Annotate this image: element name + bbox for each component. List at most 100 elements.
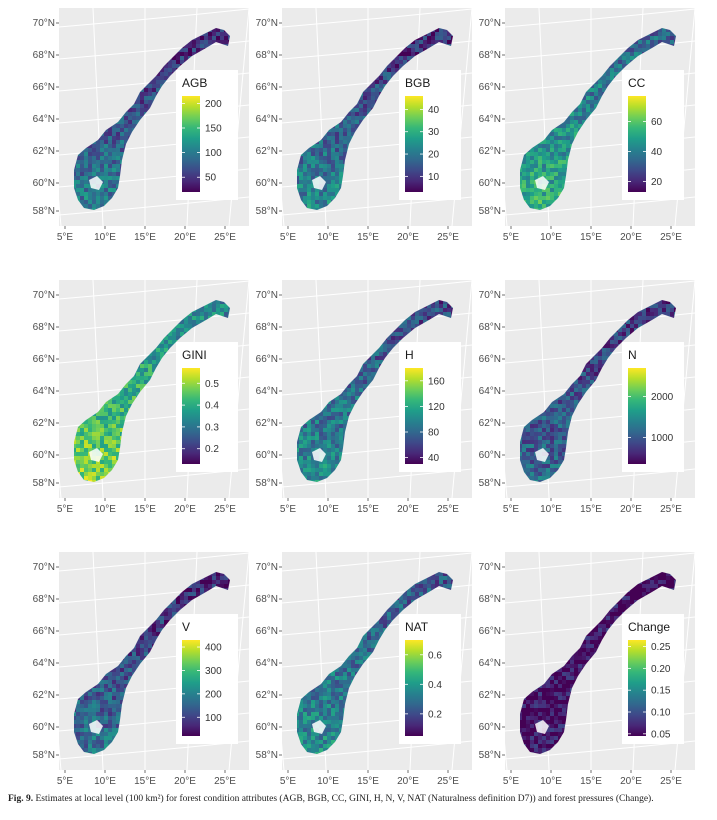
x-tick-label: 25°E <box>437 776 459 787</box>
y-tick-label: 58°N <box>256 750 278 761</box>
x-tick-label: 20°E <box>397 776 419 787</box>
map-panel-change: 70°N 68°N 66°N 64°N 62°N 60°N 58°N 5°E 10°E 15°E 2… <box>479 551 696 787</box>
legend-tick-label: 100 <box>205 713 222 724</box>
y-tick-label: 58°N <box>479 750 501 761</box>
legend-tick-label: 0.15 <box>651 686 671 697</box>
x-tick-label: 10°E <box>94 776 116 787</box>
y-tick-label: 66°N <box>33 354 55 365</box>
legend-colorbar <box>182 96 200 192</box>
y-tick-label: 70°N <box>479 18 501 29</box>
figure-panels: 70°N 68°N 66°N 64°N 62°N 60°N 58°N 5°E 10°E 15°E 2… <box>33 7 696 787</box>
legend-colorbar <box>182 368 200 464</box>
graticule-parallel <box>281 280 473 300</box>
x-tick-label: 5°E <box>280 504 297 515</box>
legend-tick-label: 200 <box>205 689 222 700</box>
x-tick-label: 20°E <box>620 776 642 787</box>
legend-title: CC <box>628 76 646 90</box>
y-tick-label: 66°N <box>479 354 501 365</box>
y-tick-label: 62°N <box>256 418 278 429</box>
x-tick-label: 10°E <box>540 776 562 787</box>
graticule-meridian <box>486 551 508 771</box>
y-tick-label: 70°N <box>33 290 55 301</box>
legend-tick-label: 20 <box>651 177 663 188</box>
legend-tick-label: 0.4 <box>428 680 442 691</box>
x-tick-label: 25°E <box>437 232 459 243</box>
legend-n: N 2000 1000 <box>622 342 684 472</box>
legend-title: Change <box>628 620 670 634</box>
legend-tick-label: 50 <box>205 173 217 184</box>
x-tick-label: 25°E <box>660 504 682 515</box>
legend-title: BGB <box>405 76 430 90</box>
legend-title: H <box>405 348 414 362</box>
x-tick-label: 15°E <box>134 504 156 515</box>
legend-title: NAT <box>405 620 429 634</box>
graticule-meridian <box>486 7 508 227</box>
y-tick-label: 64°N <box>479 386 501 397</box>
y-tick-label: 60°N <box>33 178 55 189</box>
y-tick-label: 70°N <box>33 18 55 29</box>
legend-tick-label: 0.25 <box>651 642 671 653</box>
x-tick-label: 25°E <box>437 504 459 515</box>
y-tick-label: 58°N <box>479 206 501 217</box>
map-panel-bgb: 70°N 68°N 66°N 64°N 62°N 60°N 58°N 5°E 10°E 15°E 2… <box>256 7 473 243</box>
legend-tick-label: 0.6 <box>428 650 442 661</box>
y-tick-label: 68°N <box>256 594 278 605</box>
graticule-meridian <box>486 279 508 499</box>
y-tick-label: 68°N <box>33 322 55 333</box>
x-tick-label: 25°E <box>214 232 236 243</box>
x-tick-label: 15°E <box>134 776 156 787</box>
graticule-parallel <box>281 8 473 28</box>
y-tick-label: 70°N <box>479 290 501 301</box>
legend-change: Change 0.25 0.20 0.15 0.10 0.05 <box>622 614 684 744</box>
graticule-meridian <box>40 7 62 227</box>
legend-tick-label: 20 <box>428 150 440 161</box>
graticule-parallel <box>281 552 473 572</box>
caption-text: Estimates at local level (100 km²) for f… <box>35 794 653 804</box>
y-tick-label: 60°N <box>256 722 278 733</box>
map-panel-gini: 70°N 68°N 66°N 64°N 62°N 60°N 58°N 5°E 10°E 15°E 2… <box>33 279 250 515</box>
legend-tick-label: 10 <box>428 172 440 183</box>
y-tick-label: 68°N <box>479 594 501 605</box>
y-tick-label: 64°N <box>256 658 278 669</box>
legend-tick-label: 120 <box>428 402 445 413</box>
legend-tick-label: 40 <box>428 105 440 116</box>
x-tick-label: 20°E <box>174 776 196 787</box>
x-tick-label: 20°E <box>174 504 196 515</box>
y-tick-label: 62°N <box>256 146 278 157</box>
y-tick-label: 68°N <box>33 50 55 61</box>
x-tick-label: 5°E <box>503 504 520 515</box>
y-tick-label: 68°N <box>479 322 501 333</box>
legend-colorbar <box>628 96 646 192</box>
y-tick-label: 62°N <box>33 418 55 429</box>
x-tick-label: 5°E <box>503 776 520 787</box>
x-tick-label: 20°E <box>397 504 419 515</box>
graticule-meridian <box>263 279 285 499</box>
x-tick-label: 25°E <box>214 504 236 515</box>
y-tick-label: 58°N <box>33 206 55 217</box>
x-tick-label: 20°E <box>620 232 642 243</box>
no-data-gap <box>312 176 326 190</box>
map-panel-h: 70°N 68°N 66°N 64°N 62°N 60°N 58°N 5°E 10°E 15°E 2… <box>256 279 473 515</box>
y-tick-label: 60°N <box>479 722 501 733</box>
legend-colorbar <box>405 96 423 192</box>
legend-title: V <box>182 620 190 634</box>
y-tick-label: 60°N <box>256 178 278 189</box>
x-tick-label: 15°E <box>580 504 602 515</box>
legend-tick-label: 100 <box>205 148 222 159</box>
y-tick-label: 70°N <box>256 18 278 29</box>
legend-bgb: BGB 40 30 20 10 <box>399 70 461 200</box>
x-tick-label: 15°E <box>580 776 602 787</box>
graticule-meridian <box>263 551 285 771</box>
x-tick-label: 10°E <box>317 504 339 515</box>
y-tick-label: 66°N <box>479 82 501 93</box>
legend-tick-label: 1000 <box>651 433 674 444</box>
legend-tick-label: 200 <box>205 99 222 110</box>
legend-tick-label: 30 <box>428 127 440 138</box>
y-tick-label: 64°N <box>33 114 55 125</box>
y-tick-label: 68°N <box>256 50 278 61</box>
x-tick-label: 10°E <box>540 232 562 243</box>
y-tick-label: 60°N <box>33 722 55 733</box>
legend-gini: GINI 0.5 0.4 0.3 0.2 <box>176 342 238 472</box>
legend-tick-label: 160 <box>428 376 445 387</box>
legend-colorbar <box>628 640 646 736</box>
